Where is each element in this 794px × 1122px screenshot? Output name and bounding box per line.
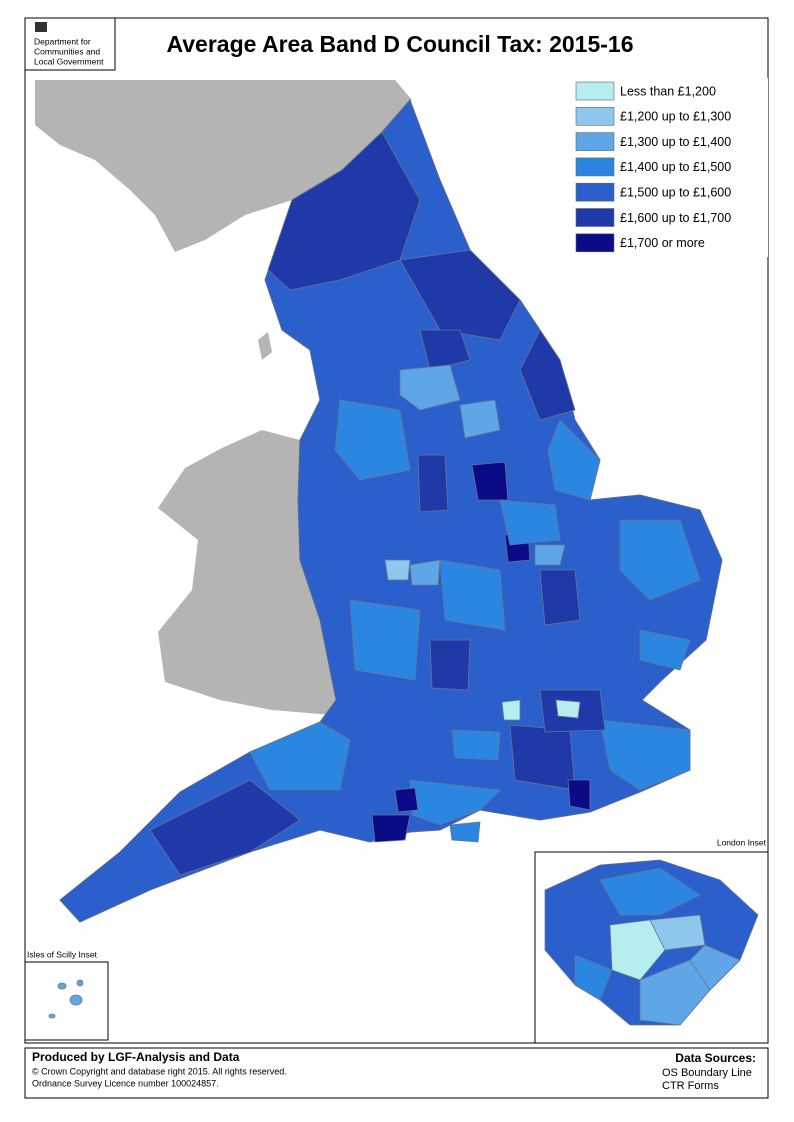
island: [57, 982, 67, 990]
district: [567, 779, 591, 811]
legend-swatch: [575, 81, 615, 101]
logo-line: Communities and: [34, 46, 100, 56]
district: [349, 599, 421, 681]
district: [547, 419, 601, 501]
legend-label: £1,300 up to £1,400: [620, 135, 731, 149]
legend-label: £1,700 or more: [620, 236, 705, 250]
district: [334, 399, 411, 481]
sources-title: Data Sources:: [675, 1051, 756, 1065]
source: CTR Forms: [662, 1080, 719, 1092]
london-inset-map: [544, 859, 759, 1026]
legend-label: £1,600 up to £1,700: [620, 211, 731, 225]
island: [69, 994, 83, 1006]
isle-of-wight: [449, 821, 481, 843]
district: [394, 787, 419, 813]
legend-label: £1,200 up to £1,300: [620, 110, 731, 124]
source: OS Boundary Line: [662, 1067, 752, 1079]
legend-label: Less than £1,200: [620, 84, 716, 98]
island: [76, 979, 84, 987]
district: [539, 569, 581, 626]
legend: Less than £1,200 £1,200 up to £1,300 £1,30…: [572, 78, 768, 258]
crest: [35, 22, 47, 32]
legend-swatch: [575, 233, 615, 253]
district: [419, 329, 471, 371]
district: [384, 559, 411, 581]
district: [399, 249, 521, 341]
scilly-inset-frame: [24, 961, 109, 1041]
legend-swatch: [575, 208, 615, 227]
wales: [158, 430, 336, 715]
legend-label: £1,400 up to £1,500: [620, 160, 731, 174]
district: [619, 519, 701, 601]
scotland: [35, 80, 412, 252]
logo-line: Local Government: [34, 56, 104, 66]
district: [149, 779, 301, 876]
copyright: © Crown Copyright and database right 201…: [32, 1066, 287, 1076]
district: [639, 629, 691, 671]
district: [689, 944, 741, 991]
district: [609, 919, 666, 981]
district: [409, 559, 441, 586]
district: [399, 364, 461, 411]
district: [429, 639, 471, 691]
island: [48, 1013, 56, 1019]
district: [499, 499, 561, 546]
legend-label: £1,500 up to £1,600: [620, 185, 731, 199]
district: [509, 724, 576, 791]
logo-line: Department for: [34, 36, 91, 46]
district: [555, 699, 581, 719]
producer: Produced by LGF-Analysis and Data: [32, 1050, 240, 1064]
district: [639, 959, 711, 1026]
district: [501, 699, 521, 721]
district: [249, 721, 351, 791]
district: [417, 454, 449, 513]
district: [371, 814, 411, 843]
district: [534, 544, 566, 566]
logo: Department for Communities and Local Gov…: [34, 22, 104, 66]
isle-of-man: [258, 332, 272, 360]
district: [451, 729, 501, 761]
legend-swatch: [575, 182, 615, 202]
legend-swatch: [575, 132, 615, 151]
licence: Ordnance Survey Licence number 100024857…: [32, 1078, 219, 1088]
inset-label: London Inset: [717, 837, 767, 847]
district: [599, 719, 691, 791]
map-title: Average Area Band D Council Tax: 2015-16: [167, 31, 634, 57]
district: [471, 461, 509, 501]
legend-swatch: [575, 107, 615, 126]
districts: [149, 131, 701, 876]
footer-frame: [24, 1047, 769, 1099]
district: [574, 954, 613, 1001]
scilly-inset-map: [48, 979, 84, 1019]
legend-swatch: [575, 157, 615, 177]
district: [519, 329, 576, 421]
inset-label: Isles of Scilly Inset: [27, 949, 98, 959]
district: [599, 867, 701, 916]
district: [439, 559, 506, 631]
district: [459, 399, 501, 439]
